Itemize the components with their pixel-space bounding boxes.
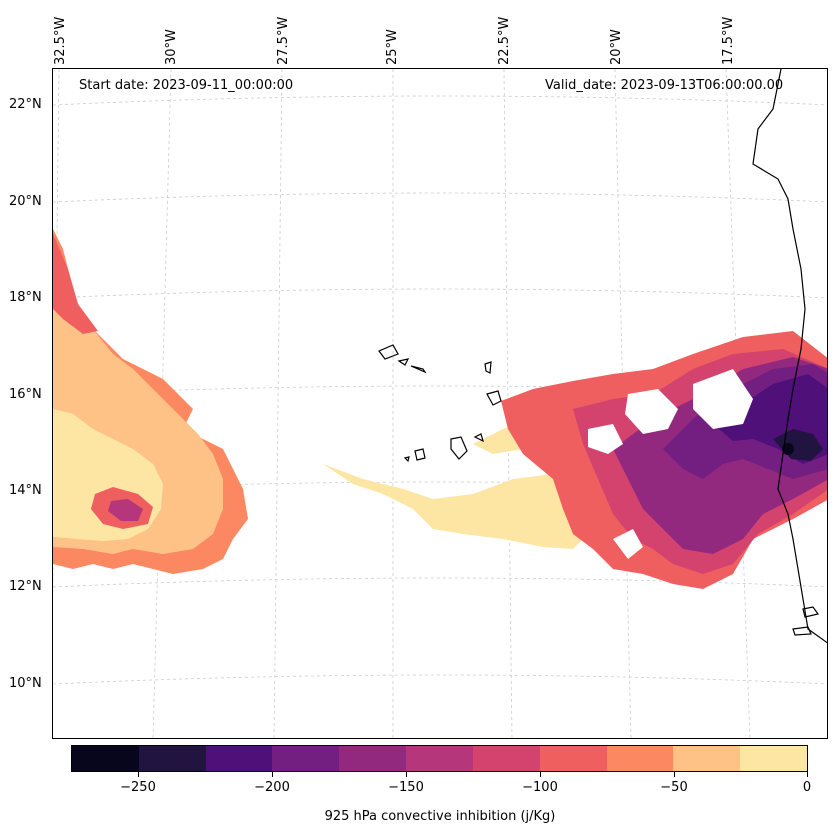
island-fogo [414,448,426,461]
island-boa-vista [486,390,502,406]
lon-label-30w: 30°W [164,29,179,65]
parallel-22n [53,95,827,106]
cin-gap-east-2 [693,369,753,429]
lat-label-10n: 10°N [9,676,42,691]
colorbar-label-0: 0 [802,780,812,795]
lat-label-18n: 18°N [9,290,42,305]
colorbar-tick-0 [807,772,808,777]
cin-contour-west-eye [108,499,143,521]
cin-gap-east-1 [625,389,678,434]
colorbar-segment-4 [272,746,340,771]
lon-label-17-5w: 17.5°W [721,16,736,65]
colorbar-label-minus-250: −250 [120,780,156,795]
coastlines [378,69,827,644]
island-santiago [450,436,468,460]
cin-field-west [53,229,248,574]
colorbar-label-minus-150: −150 [388,780,424,795]
colorbar-label-minus-100: −100 [522,780,558,795]
colorbar-segment-11 [740,746,807,771]
lat-label-12n: 12°N [9,579,42,594]
valid-date-label: Valid_date: 2023-09-13T06:00:00.00 [545,78,784,93]
lon-label-22-5w: 22.5°W [497,16,512,65]
cin-gap-east-4 [613,529,643,559]
map-canvas [53,69,827,738]
meridian-20w [614,69,632,738]
island-bijagos-2 [792,626,812,636]
lat-label-16n: 16°N [9,387,42,402]
colorbar-segment-9 [606,746,674,771]
colorbar-segment-6 [406,746,473,771]
island-santo-antao [378,344,399,360]
island-brava [403,456,410,463]
meridian-27-5w [273,69,283,738]
island-sao-nicolau [410,365,427,374]
lat-label-22n: 22°N [9,97,42,112]
cin-field-east [501,331,827,589]
cin-gap-east-3 [588,424,623,454]
lat-label-20n: 20°N [9,194,42,209]
colorbar-tick-minus-150 [406,772,407,777]
cin-contour-central-band [323,464,593,549]
meridian-22-5w [503,69,513,738]
cin-contour-west-north-band [53,234,98,334]
lon-label-25w: 25°W [385,29,400,65]
island-maio [473,433,484,443]
island-sal [484,361,492,374]
start-date-label: Start date: 2023-09-11_00:00:00 [79,78,294,93]
colorbar-tick-minus-200 [272,772,273,777]
parallel-18n [53,288,827,299]
island-sao-vicente [397,358,410,366]
island-bijagos-1 [802,606,820,618]
colorbar-tick-minus-100 [540,772,541,777]
meridian-17-5w [725,69,751,738]
parallel-10n [53,674,827,685]
colorbar [71,745,808,772]
coastline-africa [752,69,827,644]
colorbar-segment-10 [673,746,741,771]
lon-label-27-5w: 27.5°W [276,16,291,65]
colorbar-segment-7 [472,746,540,771]
colorbar-title: 925 hPa convective inhibition (j/Kg) [324,809,556,824]
colorbar-segment-3 [205,746,273,771]
cin-minimum-spot [782,443,794,455]
colorbar-segment-8 [539,746,607,771]
colorbar-segment-2 [138,746,206,771]
colorbar-tick-minus-250 [138,772,139,777]
lon-label-32-5w: 32.5°W [53,16,68,65]
parallel-12n [53,577,827,588]
meridian-30w [152,69,172,738]
colorbar-segment-5 [339,746,407,771]
lon-label-20w: 20°W [609,29,624,65]
map-panel [52,68,828,739]
colorbar-label-minus-50: −50 [660,780,688,795]
colorbar-segment-1 [72,746,139,771]
parallel-20n [53,192,827,203]
lat-label-14n: 14°N [9,483,42,498]
colorbar-label-minus-200: −200 [254,780,290,795]
colorbar-tick-minus-50 [674,772,675,777]
